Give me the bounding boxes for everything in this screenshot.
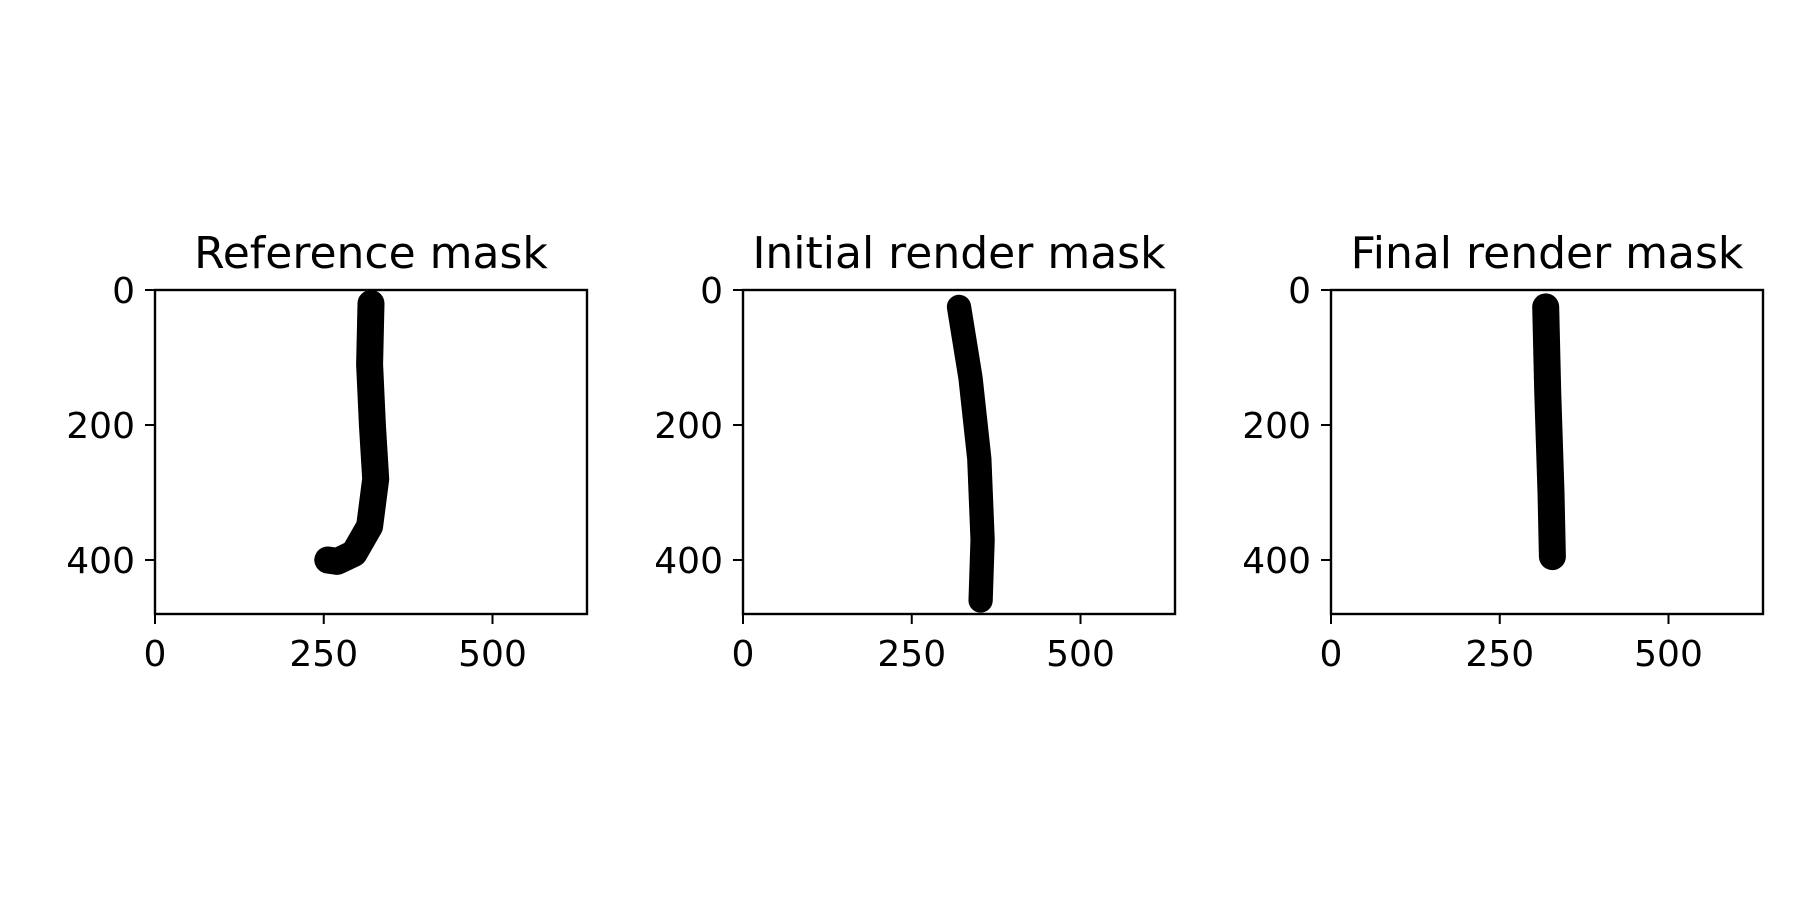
x-tick-label: 500 [1634,634,1703,675]
x-tick-label: 250 [289,634,358,675]
x-tick-label: 500 [458,634,527,675]
x-tick-label: 0 [732,634,755,675]
panel-title: Initial render mask [752,228,1166,279]
mask-stroke [946,294,995,613]
panel-initial-render-mask: Initial render mask 0 250 500 0 200 400 [654,228,1177,675]
y-tick-label: 400 [1242,541,1311,582]
x-tick-label: 250 [1465,634,1534,675]
y-tick-label: 200 [654,406,723,447]
axes-frame [741,288,1177,616]
y-tick-label: 0 [112,271,135,312]
panel-title: Final render mask [1351,228,1744,279]
x-tick-label: 0 [1320,634,1343,675]
y-tick-label: 200 [66,406,135,447]
panel-final-render-mask: Final render mask 0 250 500 0 200 400 [1242,228,1765,675]
y-tick-label: 400 [654,541,723,582]
x-tick-label: 500 [1046,634,1115,675]
x-tick-label: 0 [144,634,167,675]
y-tick-label: 400 [66,541,135,582]
y-tick-label: 0 [1288,271,1311,312]
x-tick-label: 250 [877,634,946,675]
panel-reference-mask: Reference mask 0 250 500 0 200 400 [66,228,589,675]
mask-stroke [1532,293,1566,571]
axes-frame [153,288,589,616]
panel-title: Reference mask [194,228,548,279]
y-tick-label: 0 [700,271,723,312]
y-tick-label: 200 [1242,406,1311,447]
mask-stroke [314,290,390,575]
axes-frame [1329,288,1765,616]
